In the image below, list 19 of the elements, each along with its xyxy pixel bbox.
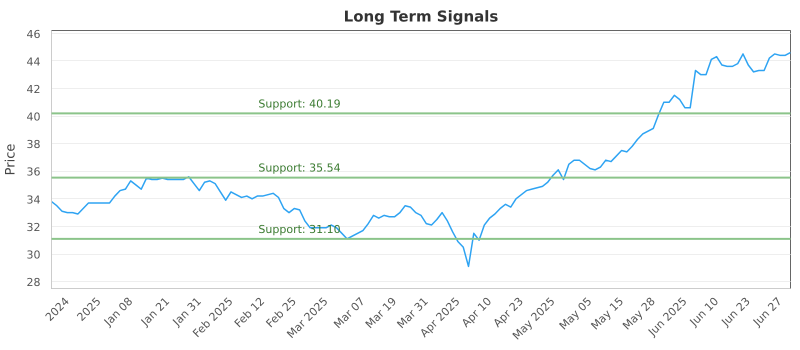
ref-line-label: Support: 40.19	[258, 97, 341, 110]
y-tick-label: 46	[26, 28, 41, 41]
x-tick-label: Jun 27	[750, 294, 785, 330]
y-tick-label: 40	[26, 110, 41, 124]
y-tick-label: 44	[26, 55, 41, 68]
y-tick-label: 38	[26, 138, 41, 152]
y-axis-title: Price	[4, 144, 19, 176]
y-tick-label: 30	[26, 248, 41, 262]
y-tick-label: 28	[26, 276, 41, 290]
y-tick-label: 42	[26, 82, 41, 96]
x-tick-label: Jan 08	[101, 294, 136, 330]
ref-line-label: Support: 35.54	[258, 162, 341, 175]
y-tick-label: 34	[26, 193, 41, 206]
y-tick-label: 36	[26, 166, 41, 179]
y-tick-label: 32	[26, 220, 41, 234]
line-series	[52, 52, 790, 268]
x-tick-label: Apr 10	[459, 294, 494, 330]
x-tick-label: Jan 21	[138, 294, 172, 330]
chart-title: Long Term Signals	[344, 8, 498, 26]
